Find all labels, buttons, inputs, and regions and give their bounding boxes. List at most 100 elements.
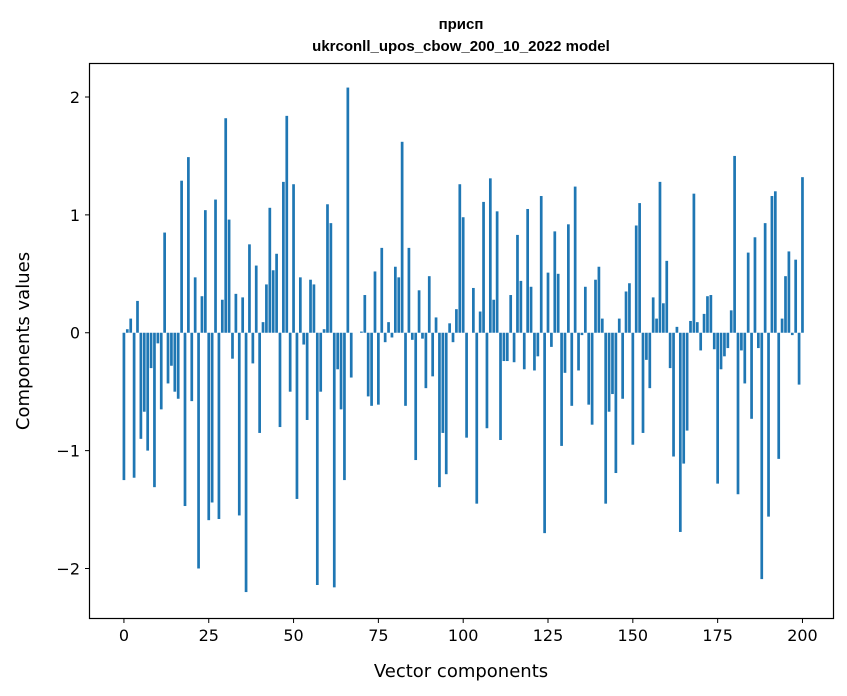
bar [292,184,295,333]
bar [234,293,238,333]
bar [485,332,489,429]
bar [685,332,689,431]
x-tick-label: 200 [787,626,818,645]
bar [217,332,221,519]
bar [373,271,377,333]
bar [315,332,319,585]
bar [488,178,492,333]
bar [556,273,560,333]
bar [210,332,214,503]
bar [573,186,577,333]
bar [180,180,183,333]
bar [166,332,170,384]
bar [407,247,411,333]
bar [125,329,129,333]
bar [298,277,302,333]
bar [139,332,143,439]
bar [265,284,268,333]
y-axis-label: Components values [13,252,34,430]
bar [645,332,648,360]
bar [163,232,166,333]
bar [400,141,404,333]
bar [770,196,774,333]
bar [689,320,692,333]
bar [773,191,777,333]
x-axis-label: Vector components [374,661,548,682]
bar [512,332,516,363]
bar [736,332,740,495]
bar [519,280,523,333]
bar [360,331,363,333]
bar [237,332,241,516]
bar [346,87,350,333]
bar [224,118,228,333]
bar [444,332,448,475]
bar [227,219,231,333]
bar [726,332,730,349]
x-tick-label: 0 [119,626,129,645]
bar [560,332,563,446]
bar [655,318,658,333]
bar [658,181,662,333]
bar [203,210,207,333]
bar [387,322,390,333]
bar [509,295,513,333]
bar [153,332,156,488]
bar [404,332,407,406]
bar [366,332,370,397]
bar [577,332,580,371]
bar [410,332,414,340]
bar [526,208,530,333]
bar [478,311,482,333]
chart-title-line1: присп [439,16,484,33]
bar [516,234,519,333]
bar [750,332,753,419]
bar [363,295,367,333]
bar [170,332,173,366]
bar [193,277,197,333]
bar [393,266,397,333]
bar [587,332,591,405]
bar [336,332,340,370]
bar [539,196,543,333]
bar [248,244,251,333]
bar [183,332,187,507]
bar [695,322,699,333]
bar [200,296,204,333]
bar [305,332,309,420]
bar [570,332,574,406]
bar [617,318,621,333]
bar [332,332,336,588]
bar [214,199,217,333]
bar [757,332,760,349]
bar [136,300,139,333]
bar [648,332,652,389]
bar [753,237,757,333]
bar [543,332,546,534]
bar [502,332,506,362]
bar [434,317,438,333]
y-tick-label: 1 [70,206,80,225]
bar [326,204,329,333]
bar [275,253,278,333]
bar [797,332,801,385]
bar [529,286,533,333]
bar [383,332,387,343]
bar [295,332,299,499]
bar [455,309,458,333]
bar [553,231,557,333]
bar [492,299,496,333]
bars-group [122,87,804,593]
bar [499,332,502,441]
bar [461,217,465,333]
bar [760,332,764,580]
bar [187,157,190,333]
bar [719,332,723,370]
bar [472,287,475,333]
bar [678,332,682,532]
bar [550,332,553,347]
bar [458,184,462,333]
bar [451,332,455,343]
bar [743,332,747,384]
bar [614,332,618,474]
